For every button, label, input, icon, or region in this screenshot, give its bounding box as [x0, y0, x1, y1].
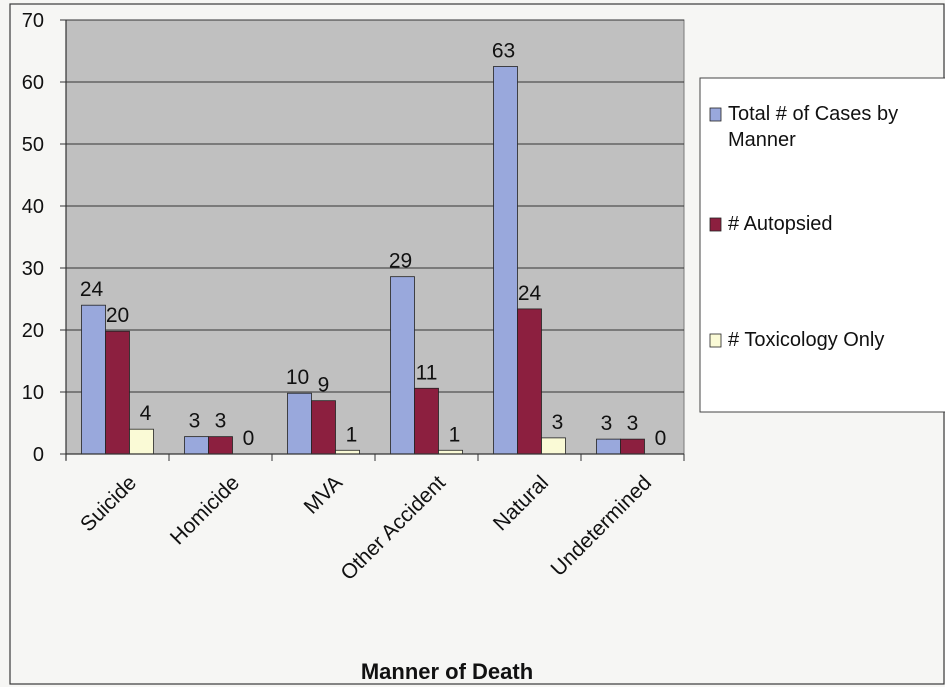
y-axis: 0 10 20 30 40 50 60 70: [22, 10, 67, 466]
legend-label-2: # Toxicology Only: [728, 329, 884, 351]
bar-3-0: [390, 276, 415, 455]
data-label-4-2: 3: [552, 411, 564, 434]
data-label-5-1: 3: [627, 412, 639, 435]
y-tick-label: 50: [22, 134, 44, 156]
data-label-5-0: 3: [601, 412, 613, 435]
bar-0-1: [105, 330, 130, 455]
legend-swatch-2: [709, 333, 722, 348]
data-label-5-2: 0: [655, 427, 667, 450]
x-tick-label: Natural: [489, 471, 553, 535]
y-tick-label: 20: [22, 320, 44, 342]
gridlines: [66, 19, 684, 393]
data-label-3-0: 29: [389, 250, 412, 273]
data-label-0-0: 24: [80, 278, 104, 301]
data-label-4-1: 24: [518, 282, 542, 305]
bar-4-2: [541, 437, 566, 455]
x-tick-label: Homicide: [166, 471, 244, 549]
y-tick-label: 30: [22, 258, 44, 280]
data-label-1-2: 0: [243, 427, 255, 450]
data-label-0-2: 4: [140, 402, 152, 425]
data-label-2-2: 1: [346, 423, 358, 446]
y-tick-label: 10: [22, 382, 44, 404]
bar-1-0: [184, 436, 209, 455]
bar-3-1: [414, 387, 439, 455]
legend-label-1: # Autopsied: [728, 213, 833, 235]
legend-swatch-0: [709, 107, 722, 122]
legend-box: [699, 77, 945, 413]
x-tick-label: Other Accident: [336, 471, 450, 585]
data-label-4-0: 63: [492, 40, 515, 63]
legend-label-0: Total # of Cases by Manner: [728, 103, 898, 151]
data-label-1-0: 3: [189, 410, 201, 433]
y-tick-label: 70: [22, 10, 44, 32]
bar-0-2: [129, 428, 154, 455]
y-tick-label: 60: [22, 72, 44, 94]
data-label-0-1: 20: [106, 304, 129, 327]
bars: [81, 66, 645, 455]
data-label-2-0: 10: [286, 366, 309, 389]
bar-0-0: [81, 304, 106, 455]
plot-area: [65, 19, 685, 455]
data-label-2-1: 9: [318, 374, 330, 397]
data-label-3-2: 1: [449, 423, 461, 446]
x-tick-label: Suicide: [76, 471, 141, 536]
bar-2-1: [311, 400, 336, 455]
y-tick-label: 40: [22, 196, 44, 218]
bar-5-0: [596, 438, 621, 455]
data-label-1-1: 3: [215, 410, 227, 433]
bar-1-1: [208, 436, 233, 455]
x-tick-label: Undetermined: [547, 471, 657, 581]
data-label-3-1: 11: [416, 361, 438, 384]
y-tick-label: 0: [33, 444, 44, 466]
bar-4-0: [493, 66, 518, 455]
bar-5-1: [620, 438, 645, 455]
bar-4-1: [517, 308, 542, 455]
x-axis-title: Manner of Death: [361, 659, 533, 684]
legend-swatch-1: [709, 217, 722, 232]
legend: Total # of Cases by Manner # Autopsied # To…: [699, 77, 945, 413]
bar-2-0: [287, 392, 312, 455]
x-tick-label: MVA: [300, 471, 347, 518]
